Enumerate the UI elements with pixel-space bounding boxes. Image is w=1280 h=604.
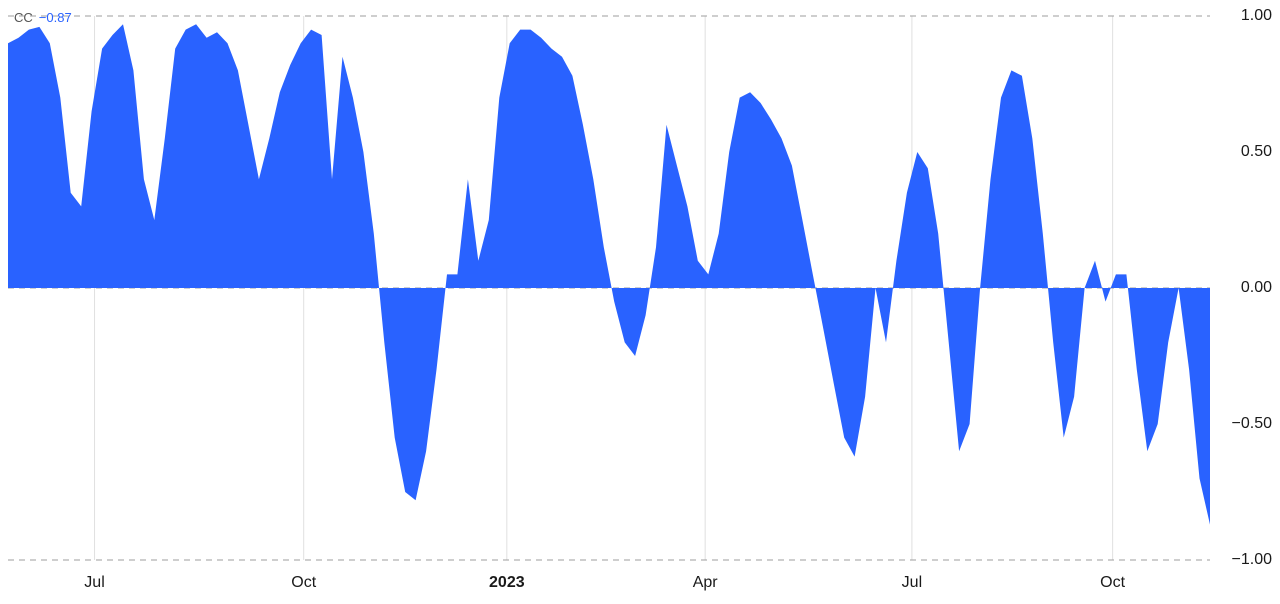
y-tick-label: 0.50 bbox=[1241, 143, 1272, 161]
y-tick-label: 1.00 bbox=[1241, 7, 1272, 25]
chart-legend: CC −0.87 bbox=[14, 10, 72, 25]
correlation-chart: CC −0.87 1.00 0.50 0.00 −0.50 −1.00 Jul Oct 20… bbox=[0, 0, 1280, 604]
y-tick-label: −0.50 bbox=[1232, 415, 1272, 433]
indicator-value: −0.87 bbox=[39, 10, 72, 25]
x-tick-label: Jul bbox=[902, 574, 922, 592]
x-tick-label: Jul bbox=[84, 574, 104, 592]
y-axis-labels: 1.00 0.50 0.00 −0.50 −1.00 bbox=[1220, 0, 1280, 604]
x-tick-label: Oct bbox=[291, 574, 316, 592]
y-tick-label: −1.00 bbox=[1232, 551, 1272, 569]
chart-canvas bbox=[0, 0, 1280, 604]
x-tick-label: Apr bbox=[693, 574, 718, 592]
y-tick-label: 0.00 bbox=[1241, 279, 1272, 297]
x-tick-label: Oct bbox=[1100, 574, 1125, 592]
x-tick-label: 2023 bbox=[489, 574, 525, 592]
indicator-label: CC bbox=[14, 10, 33, 25]
